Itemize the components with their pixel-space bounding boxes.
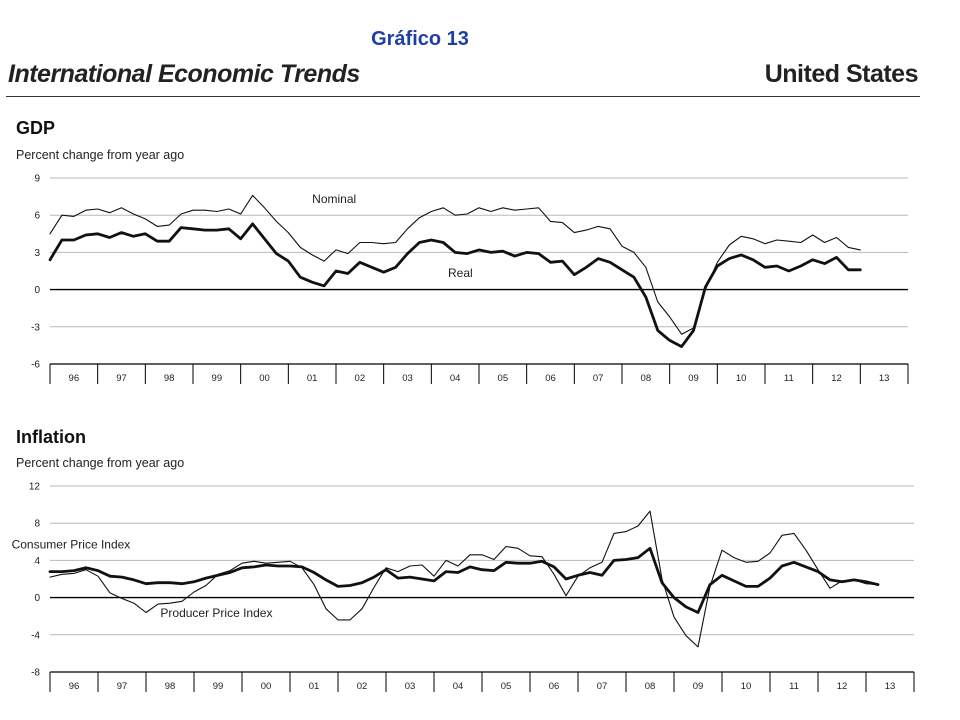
x-tick-label: 98 bbox=[165, 681, 176, 692]
series-label: Producer Price Index bbox=[160, 606, 272, 620]
country-title: United States bbox=[764, 60, 919, 88]
inflation-chart: 12 8 4 0 -4 -8 96 97 98 99 00 01 02 03 04 05 06 07 08 09 10 1… bbox=[12, 482, 915, 692]
x-tick-label: 01 bbox=[309, 681, 320, 692]
inflation-chart-title: Inflation bbox=[16, 427, 86, 447]
x-tick-label: 07 bbox=[593, 373, 604, 384]
y-tick-label: 8 bbox=[34, 519, 40, 530]
x-tick-label: 03 bbox=[405, 681, 416, 692]
x-tick-label: 06 bbox=[549, 681, 560, 692]
x-tick-label: 10 bbox=[736, 373, 747, 384]
y-tick-label: -6 bbox=[31, 360, 40, 371]
x-tick-label: 05 bbox=[498, 373, 509, 384]
x-tick-label: 06 bbox=[545, 373, 556, 384]
x-tick-label: 07 bbox=[597, 681, 608, 692]
x-tick-label: 09 bbox=[693, 681, 704, 692]
series-line-real bbox=[48, 222, 862, 348]
x-tick-label: 08 bbox=[645, 681, 656, 692]
y-tick-label: 0 bbox=[34, 285, 40, 296]
x-tick-label: 99 bbox=[213, 681, 224, 692]
series-line-nominal bbox=[49, 194, 861, 335]
inflation-chart-subtitle: Percent change from year ago bbox=[16, 456, 185, 470]
y-tick-label: 9 bbox=[34, 174, 40, 185]
x-tick-label: 05 bbox=[501, 681, 512, 692]
x-tick-label: 04 bbox=[450, 373, 461, 384]
x-tick-label: 00 bbox=[261, 681, 272, 692]
x-tick-label: 08 bbox=[641, 373, 652, 384]
y-tick-label: 3 bbox=[34, 248, 40, 259]
y-tick-label: -4 bbox=[31, 630, 40, 641]
x-tick-label: 03 bbox=[402, 373, 413, 384]
y-tick-label: 12 bbox=[29, 482, 41, 493]
x-tick-label: 97 bbox=[117, 681, 128, 692]
x-tick-label: 98 bbox=[164, 373, 175, 384]
x-tick-label: 11 bbox=[784, 373, 794, 384]
series-label: Consumer Price Index bbox=[12, 537, 131, 551]
x-tick-label: 00 bbox=[259, 373, 270, 384]
figure-caption: Gráfico 13 bbox=[371, 28, 469, 50]
x-tick-label: 12 bbox=[831, 373, 842, 384]
x-tick-label: 04 bbox=[453, 681, 464, 692]
x-tick-label: 12 bbox=[837, 681, 848, 692]
series-label: Nominal bbox=[312, 192, 356, 206]
x-tick-label: 96 bbox=[69, 373, 80, 384]
x-tick-label: 13 bbox=[879, 373, 890, 384]
y-tick-label: 4 bbox=[34, 556, 40, 567]
x-tick-label: 02 bbox=[355, 373, 366, 384]
y-tick-label: 6 bbox=[34, 211, 40, 222]
x-tick-label: 11 bbox=[789, 681, 799, 692]
y-tick-label: -3 bbox=[31, 322, 40, 333]
x-tick-label: 99 bbox=[212, 373, 223, 384]
x-tick-label: 02 bbox=[357, 681, 368, 692]
gdp-chart-title: GDP bbox=[16, 118, 56, 138]
series-line-producer-price-index bbox=[49, 510, 879, 648]
x-tick-label: 01 bbox=[307, 373, 318, 384]
x-tick-label: 09 bbox=[688, 373, 699, 384]
header-divider bbox=[6, 96, 920, 97]
report-title: International Economic Trends bbox=[8, 60, 360, 88]
series-label: Real bbox=[448, 266, 473, 280]
x-tick-label: 13 bbox=[885, 681, 896, 692]
gdp-chart-subtitle: Percent change from year ago bbox=[16, 148, 185, 162]
y-tick-label: -8 bbox=[31, 668, 40, 679]
series-line-consumer-price-index bbox=[48, 546, 880, 614]
x-tick-label: 97 bbox=[116, 373, 127, 384]
x-tick-label: 96 bbox=[69, 681, 80, 692]
y-tick-label: 0 bbox=[34, 593, 40, 604]
x-tick-label: 10 bbox=[741, 681, 752, 692]
